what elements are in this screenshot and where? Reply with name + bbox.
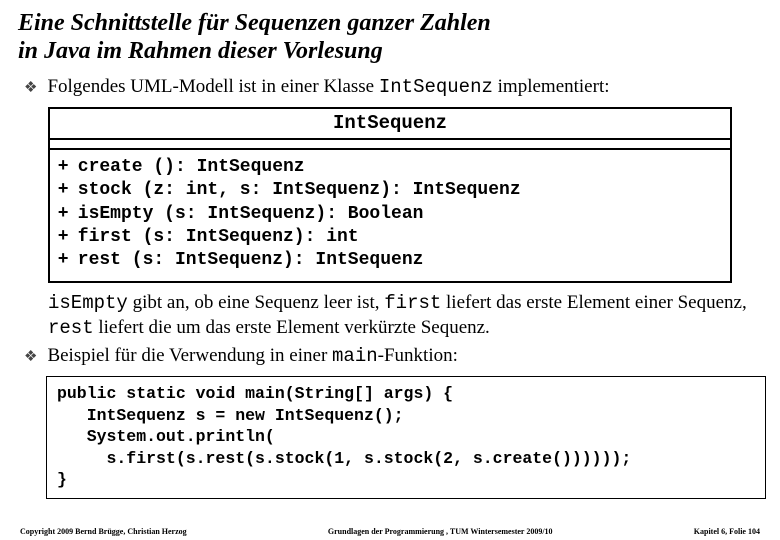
bullet-2-post: -Funktion: <box>378 345 458 366</box>
uml-op-vis: + <box>58 156 78 179</box>
code-line: System.out.println( <box>57 427 275 446</box>
uml-op-vis: + <box>58 203 78 226</box>
footer-left: Copyright 2009 Bernd Brügge, Christian H… <box>20 527 187 536</box>
uml-row: IntSequenz +create (): IntSequenz +stock… <box>18 107 762 283</box>
uml-op-sig: create (): IntSequenz <box>78 156 305 179</box>
code-example: public static void main(String[] args) {… <box>46 376 766 499</box>
code-line: IntSequenz s = new IntSequenz(); <box>57 406 404 425</box>
uml-op-vis: + <box>58 179 78 202</box>
uml-class-name: IntSequenz <box>50 109 730 140</box>
footer-center: Grundlagen der Programmierung , TUM Wint… <box>328 527 553 536</box>
uml-op-sig: stock (z: int, s: IntSequenz): IntSequen… <box>78 179 521 202</box>
uml-op-sig: isEmpty (s: IntSequenz): Boolean <box>78 203 424 226</box>
inline-text: liefert das erste Element einer Sequenz, <box>441 292 746 313</box>
bullet-1-post: implementiert: <box>493 76 610 97</box>
uml-operations: +create (): IntSequenz +stock (z: int, s… <box>50 150 730 281</box>
bullet-2-code: main <box>332 345 378 367</box>
title-line-2: in Java im Rahmen dieser Vorlesung <box>18 38 383 64</box>
uml-op-row: +isEmpty (s: IntSequenz): Boolean <box>58 203 722 226</box>
inline-code: first <box>384 292 441 314</box>
diamond-icon: ❖ <box>24 75 37 101</box>
slide-content: ❖ Folgendes UML-Modell ist in einer Klas… <box>18 75 762 499</box>
footer-right: Kapitel 6, Folie 104 <box>694 527 760 536</box>
diamond-icon: ❖ <box>24 344 37 370</box>
uml-op-row: +create (): IntSequenz <box>58 156 722 179</box>
footer: Copyright 2009 Bernd Brügge, Christian H… <box>0 527 780 536</box>
uml-op-row: +rest (s: IntSequenz): IntSequenz <box>58 249 722 272</box>
inline-text: gibt an, ob eine Sequenz leer ist, <box>128 292 384 313</box>
uml-op-sig: rest (s: IntSequenz): IntSequenz <box>78 249 424 272</box>
inline-text: liefert die um das erste Element verkürz… <box>94 317 490 338</box>
bullet-1-pre: Folgendes UML-Modell ist in einer Klasse <box>47 76 378 97</box>
inline-code: rest <box>48 317 94 339</box>
uml-op-row: +first (s: IntSequenz): int <box>58 226 722 249</box>
bullet-2-pre: Beispiel für die Verwendung in einer <box>47 345 332 366</box>
uml-op-row: +stock (z: int, s: IntSequenz): IntSeque… <box>58 179 722 202</box>
bullet-2: ❖ Beispiel für die Verwendung in einer m… <box>24 344 762 370</box>
uml-class-box: IntSequenz +create (): IntSequenz +stock… <box>48 107 732 283</box>
uml-attributes-empty <box>50 140 730 150</box>
slide-title: Eine Schnittstelle für Sequenzen ganzer … <box>18 10 762 65</box>
inline-code: isEmpty <box>48 292 128 314</box>
bullet-2-text: Beispiel für die Verwendung in einer mai… <box>47 344 762 369</box>
code-line: public static void main(String[] args) { <box>57 384 453 403</box>
uml-op-vis: + <box>58 249 78 272</box>
uml-op-vis: + <box>58 226 78 249</box>
bullet-1: ❖ Folgendes UML-Modell ist in einer Klas… <box>24 75 762 101</box>
explanatory-paragraph: isEmpty gibt an, ob eine Sequenz leer is… <box>48 291 762 340</box>
uml-op-sig: first (s: IntSequenz): int <box>78 226 359 249</box>
title-line-1: Eine Schnittstelle für Sequenzen ganzer … <box>18 10 491 36</box>
code-line: } <box>57 470 67 489</box>
code-line: s.first(s.rest(s.stock(1, s.stock(2, s.c… <box>57 449 631 468</box>
bullet-1-text: Folgendes UML-Modell ist in einer Klasse… <box>47 75 762 100</box>
bullet-1-code: IntSequenz <box>379 76 493 98</box>
slide: Eine Schnittstelle für Sequenzen ganzer … <box>0 0 780 540</box>
